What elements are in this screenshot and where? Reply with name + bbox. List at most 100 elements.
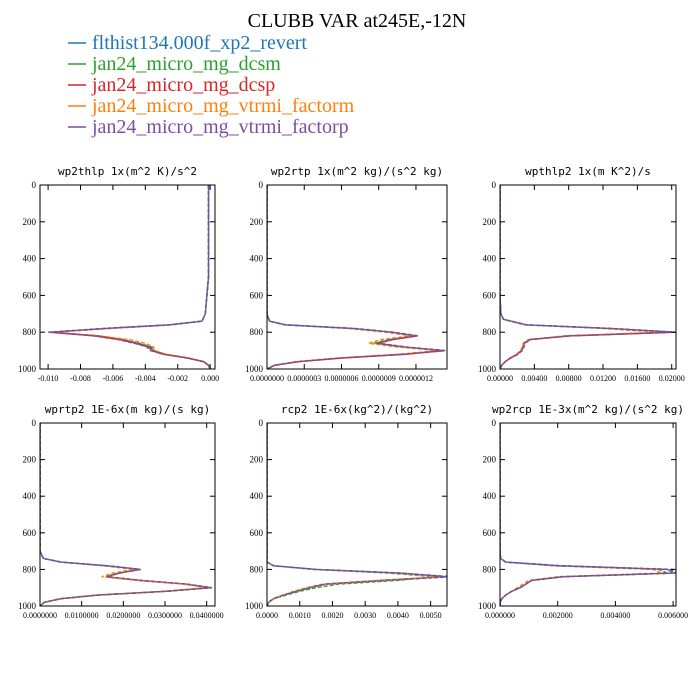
series-group bbox=[267, 423, 447, 606]
series-line-4 bbox=[500, 185, 659, 369]
x-tick-label: -0.006 bbox=[103, 374, 124, 383]
x-tick-label: 0.01600 bbox=[624, 374, 650, 383]
y-tick-label: 1000 bbox=[18, 364, 37, 374]
panel-5: rcp2 1E-6x(kg^2)/(kg^2) 0 200 400 600 800 1000… bbox=[245, 403, 448, 620]
x-tick-label: 0.0000009 bbox=[362, 374, 396, 383]
plot-frame bbox=[39, 422, 216, 607]
y-tick-label: 1000 bbox=[245, 601, 264, 611]
legend-label: jan24_micro_mg_vtrmi_factorm bbox=[91, 95, 355, 117]
series-group bbox=[500, 185, 676, 369]
x-tick-label: 0.0040 bbox=[387, 611, 409, 620]
y-tick-label: 200 bbox=[250, 455, 264, 465]
panel-title: wp2thlp 1x(m^2 K)/s^2 bbox=[58, 165, 197, 178]
legend: flthist134.000f_xp2_revertjan24_micro_mg… bbox=[68, 32, 355, 138]
x-tick-label: 0.006000 bbox=[658, 611, 688, 620]
y-tick-label: 0 bbox=[32, 418, 37, 428]
series-line-5 bbox=[267, 423, 447, 606]
x-tick-label: 0.00800 bbox=[556, 374, 582, 383]
panel-title: wp2rtp 1x(m^2 kg)/(s^2 kg) bbox=[271, 165, 443, 178]
y-tick-label: 400 bbox=[23, 491, 37, 501]
panel-3: wpthlp2 1x(m K^2)/s020040060080010000.00… bbox=[478, 165, 685, 383]
y-tick-label: 400 bbox=[250, 491, 264, 501]
y-tick-label: 1000 bbox=[18, 601, 37, 611]
x-tick-label: 0.0000000 bbox=[23, 611, 57, 620]
legend-entry: flthist134.000f_xp2_revert bbox=[68, 32, 307, 54]
y-tick-label: 1000 bbox=[245, 364, 264, 374]
x-tick-label: 0.0200000 bbox=[106, 611, 140, 620]
legend-entry: jan24_micro_mg_dcsm bbox=[68, 53, 281, 75]
x-tick-label: 0.0400000 bbox=[190, 611, 224, 620]
plot-frame bbox=[266, 184, 448, 370]
panel-title: wprtp2 1E-6x(m kg)/(s kg) bbox=[45, 403, 211, 416]
figure-title: CLUBB VAR at245E,-12N bbox=[248, 10, 467, 32]
y-tick-label: 800 bbox=[483, 327, 497, 337]
y-tick-label: 0 bbox=[492, 418, 497, 428]
plot-frame bbox=[39, 184, 216, 370]
legend-entry: jan24_micro_mg_vtrmi_factorm bbox=[68, 95, 355, 117]
x-tick-label: 0.0000006 bbox=[324, 374, 358, 383]
panels: wp2thlp 1x(m^2 K)/s^202004006008001000-0… bbox=[18, 165, 688, 620]
series-line-2 bbox=[500, 185, 671, 369]
x-tick-label: -0.004 bbox=[135, 374, 156, 383]
y-tick-label: 600 bbox=[483, 290, 497, 300]
panel-6: wp2rcp 1E-3x(m^2 kg)/(s^2 kg) 0 200 400 600 8… bbox=[478, 403, 688, 620]
series-line-4 bbox=[267, 423, 441, 606]
x-tick-label: 0.0010 bbox=[289, 611, 311, 620]
x-tick-label: 0.00000 bbox=[487, 374, 513, 383]
x-tick-label: 0.0000 bbox=[256, 611, 278, 620]
y-tick-label: 1000 bbox=[478, 601, 497, 611]
y-tick-label: 200 bbox=[483, 217, 497, 227]
series-line-2 bbox=[40, 423, 211, 606]
y-tick-label: 800 bbox=[250, 327, 264, 337]
panel-title: wpthlp2 1x(m K^2)/s bbox=[525, 165, 651, 178]
y-tick-label: 800 bbox=[23, 564, 37, 574]
y-tick-label: 200 bbox=[23, 455, 37, 465]
legend-label: jan24_micro_mg_dcsm bbox=[91, 53, 281, 75]
x-tick-label: 0.00400 bbox=[521, 374, 547, 383]
y-tick-label: 400 bbox=[483, 491, 497, 501]
panel-1: wp2thlp 1x(m^2 K)/s^202004006008001000-0… bbox=[18, 165, 219, 383]
series-line-5 bbox=[267, 185, 446, 369]
series-line-4 bbox=[500, 423, 662, 606]
series-line-3 bbox=[500, 423, 676, 606]
x-tick-label: 0.004000 bbox=[600, 611, 630, 620]
x-tick-label: 0.0000003 bbox=[287, 374, 321, 383]
series-line-5 bbox=[500, 423, 676, 606]
series-line-5 bbox=[48, 185, 211, 369]
legend-label: jan24_micro_mg_dcsp bbox=[91, 74, 275, 96]
y-tick-label: 800 bbox=[23, 327, 37, 337]
series-group bbox=[40, 423, 213, 606]
y-tick-label: 200 bbox=[250, 217, 264, 227]
y-tick-label: 600 bbox=[250, 528, 264, 538]
legend-label: flthist134.000f_xp2_revert bbox=[92, 32, 307, 54]
y-tick-label: 0 bbox=[492, 180, 497, 190]
plot-frame bbox=[499, 422, 677, 607]
x-tick-label: 0.0000000 bbox=[250, 374, 284, 383]
series-line-2 bbox=[500, 423, 668, 606]
y-tick-label: 600 bbox=[483, 528, 497, 538]
y-tick-label: 200 bbox=[483, 455, 497, 465]
x-tick-label: 0.0000012 bbox=[399, 374, 433, 383]
x-tick-label: 0.02000 bbox=[659, 374, 685, 383]
legend-entry: jan24_micro_mg_dcsp bbox=[68, 74, 275, 96]
series-line-5 bbox=[500, 185, 676, 369]
series-line-1 bbox=[51, 185, 211, 369]
panel-title: rcp2 1E-6x(kg^2)/(kg^2) bbox=[281, 403, 433, 416]
x-tick-label: 0.0300000 bbox=[148, 611, 182, 620]
x-tick-label: 0.0030 bbox=[354, 611, 376, 620]
y-tick-label: 0 bbox=[32, 180, 37, 190]
x-tick-label: 0.0100000 bbox=[65, 611, 99, 620]
x-tick-label: 0.01200 bbox=[590, 374, 616, 383]
series-group bbox=[500, 423, 676, 606]
y-tick-label: 200 bbox=[23, 217, 37, 227]
series-line-5 bbox=[40, 423, 213, 606]
panel-4: wprtp2 1E-6x(m kg)/(s kg) 0 200 400 600 800 10… bbox=[18, 403, 224, 620]
y-tick-label: 0 bbox=[259, 418, 264, 428]
series-line-3 bbox=[500, 185, 676, 369]
x-tick-label: 0.000000 bbox=[485, 611, 515, 620]
x-tick-label: -0.010 bbox=[38, 374, 59, 383]
series-line-1 bbox=[267, 185, 444, 369]
legend-entry: jan24_micro_mg_vtrmi_factorp bbox=[68, 116, 349, 138]
x-tick-label: -0.002 bbox=[167, 374, 188, 383]
